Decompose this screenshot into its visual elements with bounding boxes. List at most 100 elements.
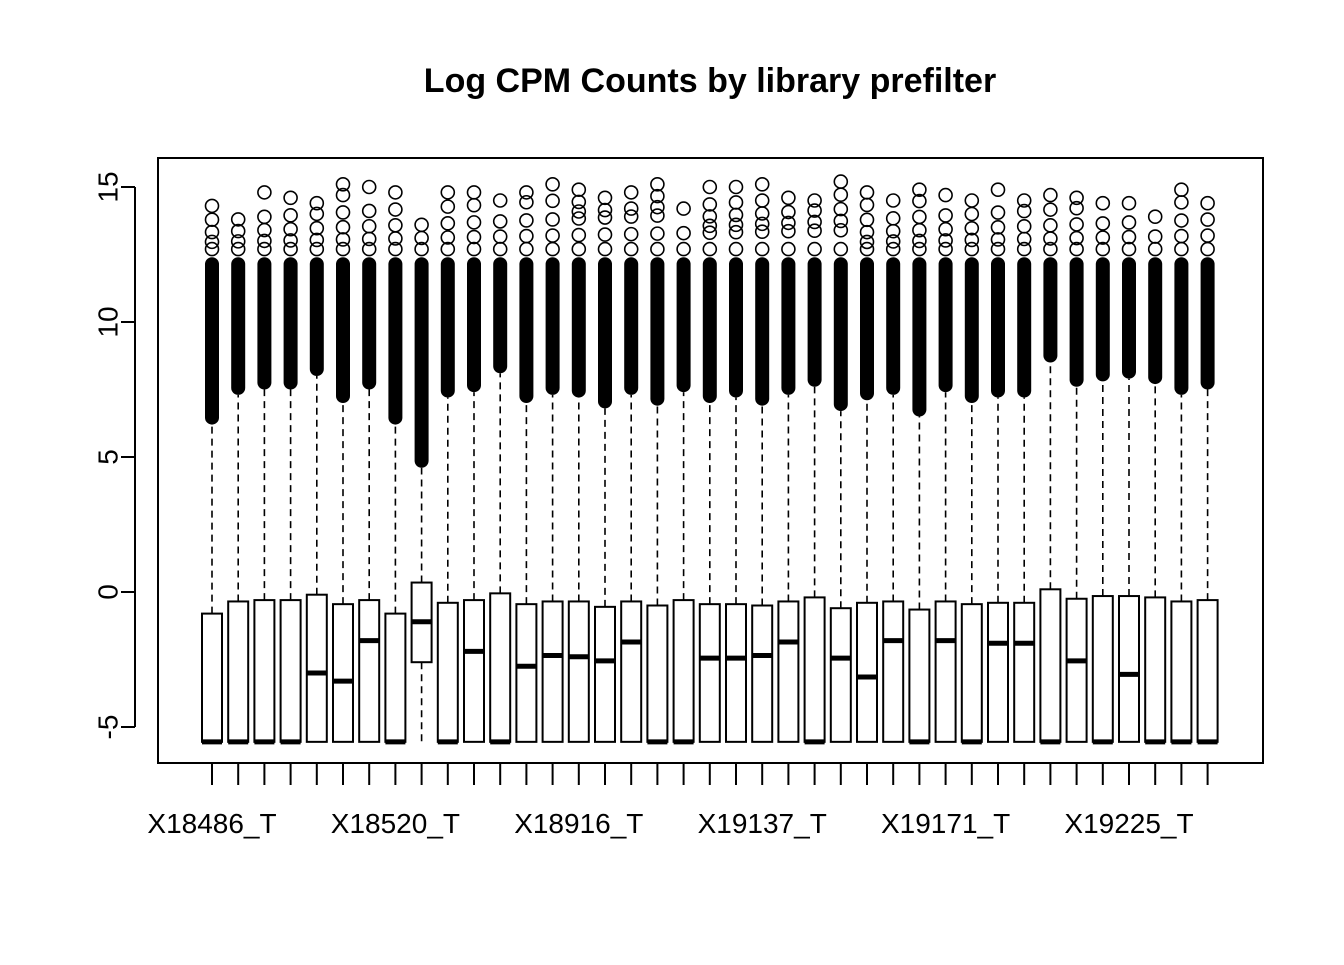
outlier-point [545,193,560,209]
outlier-band [231,257,246,395]
outlier-point [990,241,1006,257]
box-rect [960,603,983,743]
outlier-point [466,229,482,245]
outlier-band [205,257,219,425]
outlier-band [650,257,665,406]
outlier-point [283,208,298,223]
outlier-point [492,214,508,229]
outlier-point [492,241,508,257]
box-rect [358,599,381,743]
outlier-band [598,257,612,409]
outlier-band [414,257,429,468]
outlier-point [1147,209,1163,224]
outlier-point [388,241,403,257]
outlier-point [807,223,822,239]
box-rect [620,600,643,743]
outlier-point [990,205,1006,220]
outlier-point [1069,200,1084,216]
outlier-band [1017,257,1032,398]
outlier-point [309,241,325,257]
outlier-point [781,204,796,220]
outlier-point [1016,231,1032,247]
outlier-point [492,193,508,208]
box-item [1196,195,1219,745]
box-rect [489,592,512,743]
box-item [620,185,643,743]
outlier-point [728,241,744,257]
outlier-point [1016,193,1032,208]
outlier-point [335,177,351,192]
box-item [725,179,747,743]
outlier-point [1121,215,1137,230]
outlier-point [833,187,849,203]
outlier-band [1122,257,1136,379]
outlier-point [859,241,875,257]
outlier-point [964,206,980,222]
outlier-point [781,241,796,257]
outlier-band [1174,257,1189,395]
outlier-point [623,226,639,242]
outlier-point [650,226,665,241]
outlier-point [702,209,718,224]
outlier-band [257,257,272,390]
outlier-point [414,217,429,233]
box-item [384,185,407,745]
outlier-point [754,216,770,232]
outlier-point [912,209,927,225]
box-rect [908,608,931,743]
outlier-point [728,217,744,233]
outlier-point [833,201,849,217]
outlier-point [807,193,822,208]
outlier-point [335,232,351,247]
box-item [803,193,826,745]
outlier-point [754,177,770,192]
box-rect [803,596,826,743]
outlier-point [754,224,770,239]
outlier-band [755,257,770,406]
outlier-point [702,218,718,234]
y-tick-label: 5 [93,449,124,465]
outlier-point [309,220,325,236]
box-rect [987,601,1009,743]
box-item [567,182,590,743]
outlier-point [702,197,718,212]
outlier-point [1174,213,1189,228]
outlier-point [1200,228,1215,243]
x-tick-label: X18520_T [331,808,460,839]
outlier-point [650,188,665,204]
box-item [1144,209,1167,745]
outlier-point [623,201,639,216]
outlier-band [991,257,1005,398]
outlier-band [676,257,691,393]
outlier-band [702,257,717,403]
box-rect [646,604,669,743]
outlier-point [964,220,980,236]
outlier-point [807,241,822,257]
outlier-point [728,224,744,240]
outlier-point [938,241,953,257]
outlier-point [912,182,927,197]
box-rect [1091,595,1114,743]
outlier-point [1174,241,1189,257]
outlier-point [859,185,875,200]
outlier-point [650,241,665,257]
outlier-point [230,223,246,239]
outlier-point [257,209,272,225]
outlier-point [623,185,639,200]
outlier-point [702,241,718,257]
outlier-point [571,182,587,197]
outlier-point [361,241,377,257]
outlier-point [1016,241,1032,257]
outlier-point [230,234,246,249]
outlier-point [361,203,377,219]
outlier-point [728,179,744,195]
outlier-band [833,257,848,412]
box-rect [253,599,276,743]
outlier-band [1043,257,1058,363]
outlier-point [990,219,1006,235]
box-rect [856,601,878,743]
outlier-point [623,209,639,224]
box-item [856,185,878,743]
outlier-point [990,232,1006,247]
box-item [646,177,669,745]
